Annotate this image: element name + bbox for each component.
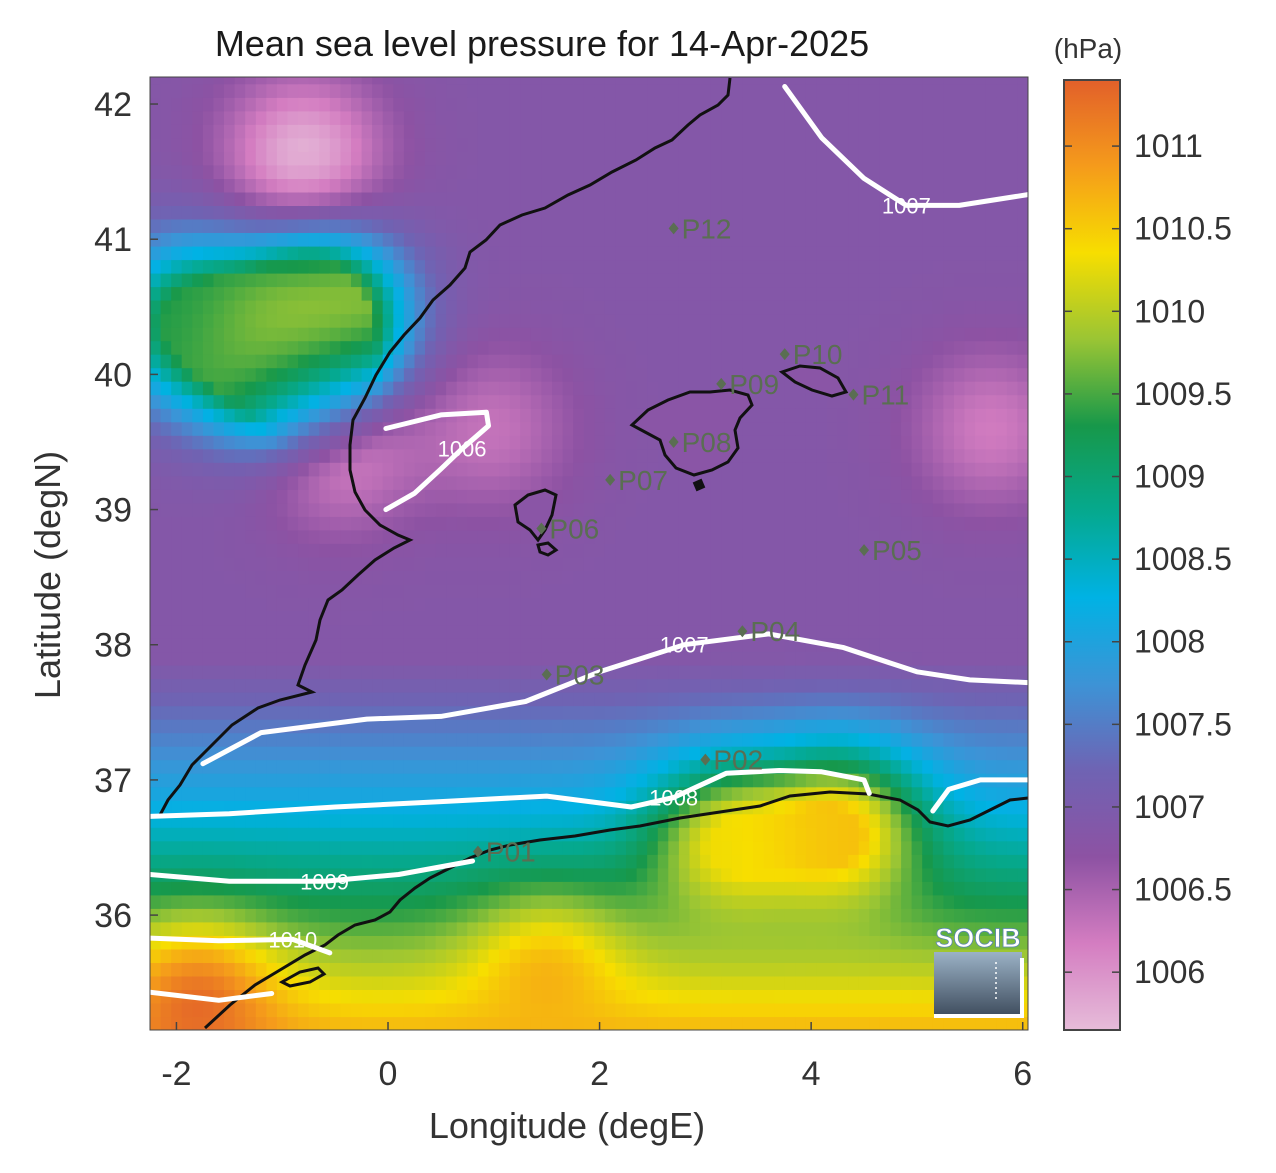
y-tick-label: 42 xyxy=(94,86,132,124)
coastline-alboran-island xyxy=(278,966,327,988)
y-tick-label: 38 xyxy=(94,627,132,665)
station-label: P12 xyxy=(682,213,732,244)
station-marker xyxy=(536,522,547,535)
island-menorca xyxy=(778,364,849,398)
x-tick-label: 4 xyxy=(802,1055,821,1093)
isobar-1007 xyxy=(200,631,1028,767)
island-formentera xyxy=(536,541,559,557)
pressure-field xyxy=(150,77,1028,1030)
station-label: P08 xyxy=(682,427,732,458)
chart-title: Mean sea level pressure for 14-Apr-2025 xyxy=(215,23,869,64)
station-marker xyxy=(605,473,616,486)
x-axis-label: Longitude (degE) xyxy=(429,1105,705,1146)
coastline-layer xyxy=(158,77,1028,1030)
station-label: P02 xyxy=(713,745,763,776)
colorbar-tick-label: 1010 xyxy=(1134,293,1205,329)
plot-frame xyxy=(149,76,1029,1031)
station-label: P09 xyxy=(729,369,779,400)
isobar-label: 1007 xyxy=(882,193,931,218)
station-label: P07 xyxy=(618,465,668,496)
socib-logo-text: SOCIB xyxy=(935,923,1021,953)
station-marker xyxy=(779,348,790,361)
station-marker xyxy=(700,753,711,766)
colorbar-tick-label: 1006.5 xyxy=(1134,872,1232,908)
y-tick-label: 37 xyxy=(94,762,132,800)
station-marker xyxy=(848,388,859,401)
y-tick-label: 39 xyxy=(94,492,132,530)
colorbar-tick-label: 1011 xyxy=(1134,128,1203,164)
socib-logo-graphic xyxy=(934,952,1022,1016)
station-marker xyxy=(668,222,679,235)
isobar-label: 1010 xyxy=(268,927,317,952)
colorbar-tick-label: 1007 xyxy=(1134,789,1205,825)
colorbar-tick-label: 1006 xyxy=(1134,954,1205,990)
island-mallorca xyxy=(629,388,754,477)
colorbar: 1011 1010.5 1010 1009.5 1009 1008.5 1008 1007.5… xyxy=(1054,33,1232,1031)
station-markers: P01 P02 P03 P04 P05 P06 P07 P08 P09 P10 P11 P12 xyxy=(472,213,922,868)
colorbar-tick-label: 1008.5 xyxy=(1134,541,1232,577)
isobar-1006 xyxy=(383,409,491,513)
coastline-north-africa xyxy=(203,790,1028,1030)
station-label: P01 xyxy=(486,837,536,868)
station-label: P11 xyxy=(861,380,909,411)
socib-logo: SOCIB xyxy=(934,923,1024,1018)
station-marker xyxy=(472,845,483,858)
y-tick-label: 41 xyxy=(94,221,132,259)
station-label: P06 xyxy=(549,513,599,544)
isobar-1008 xyxy=(150,768,872,819)
colorbar-tick-label: 1010.5 xyxy=(1134,211,1232,247)
station-label: P05 xyxy=(872,535,922,566)
colorbar-gradient xyxy=(1063,79,1121,1031)
island-cabrera xyxy=(692,478,706,492)
plot-area: 1006 1007 1007 1008 1009 1010 P01 P02 P03 P04 P05… xyxy=(150,77,1028,1030)
isobar-1009 xyxy=(150,858,476,884)
colorbar-unit-label: (hPa) xyxy=(1054,33,1122,64)
coastline-iberia xyxy=(158,77,732,816)
isobar-1007 xyxy=(782,84,1028,208)
station-label: P10 xyxy=(793,339,843,370)
colorbar-tick-label: 1007.5 xyxy=(1134,706,1232,742)
x-tick-label: -2 xyxy=(161,1055,191,1093)
y-tick-label: 40 xyxy=(94,356,132,394)
y-axis-ticks: 36 37 38 39 40 41 42 xyxy=(94,86,158,935)
isobar-1010 xyxy=(150,935,333,956)
isobar-label: 1009 xyxy=(300,869,349,894)
x-axis-ticks: -2 0 2 4 6 xyxy=(161,1022,1032,1093)
isobar-1008 xyxy=(930,777,1028,814)
colorbar-ticks: 1011 1010.5 1010 1009.5 1009 1008.5 1008 1007.5… xyxy=(1064,128,1232,990)
station-marker xyxy=(668,435,679,448)
isobar-label: 1007 xyxy=(660,633,709,658)
isobar-label: 1006 xyxy=(438,437,487,462)
isobar-label: 1008 xyxy=(649,785,698,810)
isobar-1011 xyxy=(150,989,275,1003)
x-tick-label: 0 xyxy=(379,1055,398,1093)
station-marker xyxy=(541,668,552,681)
colorbar-tick-label: 1009.5 xyxy=(1134,376,1232,412)
x-tick-label: 6 xyxy=(1013,1055,1032,1093)
colorbar-tick-label: 1009 xyxy=(1134,459,1205,495)
station-marker xyxy=(859,544,870,557)
station-marker xyxy=(737,625,748,638)
station-label: P04 xyxy=(750,616,800,647)
island-ibiza xyxy=(513,488,558,543)
y-axis-label: Latitude (degN) xyxy=(27,451,68,699)
colorbar-tick-label: 1008 xyxy=(1134,624,1205,660)
isobar-contours: 1006 1007 1007 1008 1009 1010 xyxy=(150,84,1028,1003)
y-tick-label: 36 xyxy=(94,897,132,935)
station-label: P03 xyxy=(555,659,605,690)
x-tick-label: 2 xyxy=(590,1055,609,1093)
station-marker xyxy=(716,377,727,390)
